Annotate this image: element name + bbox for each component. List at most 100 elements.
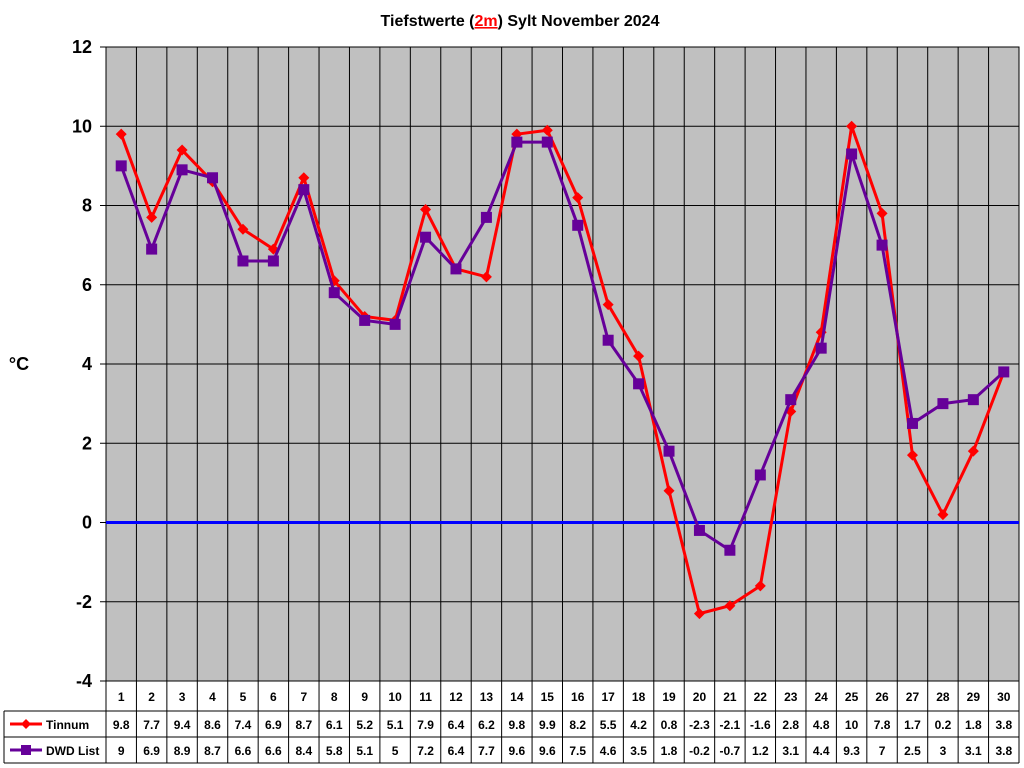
data-label: 7.7 — [143, 718, 160, 732]
data-label: 5.8 — [326, 744, 343, 758]
point-dwd-list — [298, 184, 310, 196]
x-tick-label: 24 — [815, 690, 829, 704]
x-tick-label: 22 — [754, 690, 768, 704]
data-label: 9.9 — [539, 718, 556, 732]
point-dwd-list — [207, 172, 219, 184]
data-label: 3.1 — [965, 744, 982, 758]
data-label: 6.9 — [143, 744, 160, 758]
point-tinnum — [541, 124, 553, 136]
point-dwd-list — [906, 417, 918, 429]
x-tick-label: 10 — [388, 690, 402, 704]
x-tick-label: 4 — [209, 690, 216, 704]
x-tick-label: 9 — [361, 690, 368, 704]
y-tick-label: -2 — [76, 592, 92, 612]
y-tick-label: 4 — [82, 354, 92, 374]
point-tinnum — [876, 207, 888, 219]
point-tinnum — [724, 600, 736, 612]
point-tinnum — [176, 144, 188, 156]
x-tick-label: 21 — [723, 690, 737, 704]
point-dwd-list — [511, 136, 523, 148]
x-tick-label: 23 — [784, 690, 798, 704]
x-tick-label: 17 — [601, 690, 615, 704]
y-tick-label: 8 — [82, 196, 92, 216]
data-label: 7.7 — [478, 744, 495, 758]
y-tick-label: 6 — [82, 275, 92, 295]
point-tinnum — [846, 120, 858, 132]
x-tick-label: 12 — [449, 690, 463, 704]
data-label: 9.8 — [509, 718, 526, 732]
point-dwd-list — [480, 211, 492, 223]
point-dwd-list — [176, 164, 188, 176]
point-dwd-list — [876, 239, 888, 251]
x-tick-label: 5 — [240, 690, 247, 704]
data-label: 3.8 — [995, 718, 1012, 732]
data-label: 5.1 — [356, 744, 373, 758]
x-tick-label: 19 — [662, 690, 676, 704]
point-tinnum — [115, 128, 127, 140]
point-dwd-list — [846, 148, 858, 160]
point-dwd-list — [359, 314, 371, 326]
data-label: 0.8 — [661, 718, 678, 732]
point-dwd-list — [237, 255, 249, 267]
data-label: 7.5 — [569, 744, 586, 758]
x-tick-label: 3 — [179, 690, 186, 704]
legend-name: Tinnum — [46, 718, 89, 732]
point-dwd-list — [267, 255, 279, 267]
point-dwd-list — [815, 342, 827, 354]
x-tick-label: 18 — [632, 690, 646, 704]
point-tinnum — [237, 223, 249, 235]
point-tinnum — [937, 509, 949, 521]
data-label: 9.6 — [539, 744, 556, 758]
data-label: 5 — [392, 744, 399, 758]
data-label: -1.6 — [750, 718, 771, 732]
data-label: 6.6 — [265, 744, 282, 758]
data-label: 9 — [118, 744, 125, 758]
series-line-0 — [119, 124, 1006, 616]
x-tick-label: 16 — [571, 690, 585, 704]
point-tinnum — [298, 172, 310, 184]
point-dwd-list — [541, 136, 553, 148]
point-dwd-list — [754, 469, 766, 481]
x-tick-label: 7 — [300, 690, 307, 704]
x-tick-label: 1 — [118, 690, 125, 704]
data-label: 7.2 — [417, 744, 434, 758]
data-label: 7.8 — [874, 718, 891, 732]
point-tinnum — [967, 445, 979, 457]
point-dwd-list — [967, 394, 979, 406]
x-tick-label: 15 — [541, 690, 555, 704]
data-label: 8.7 — [295, 718, 312, 732]
data-label: 8.9 — [174, 744, 191, 758]
y-tick-label: 0 — [82, 513, 92, 533]
point-dwd-list — [572, 219, 584, 231]
y-tick-label: 2 — [82, 433, 92, 453]
point-tinnum — [146, 211, 158, 223]
point-dwd-list — [693, 524, 705, 536]
x-tick-label: 25 — [845, 690, 859, 704]
legend-key-dwd-list — [21, 745, 31, 755]
y-tick-label: 10 — [72, 116, 92, 136]
data-label: 1.8 — [965, 718, 982, 732]
x-tick-label: 8 — [331, 690, 338, 704]
data-label: 4.4 — [813, 744, 830, 758]
data-label: 6.1 — [326, 718, 343, 732]
x-tick-label: 30 — [997, 690, 1011, 704]
data-label: -0.7 — [720, 744, 741, 758]
data-label: 4.6 — [600, 744, 617, 758]
data-label: 8.4 — [295, 744, 312, 758]
point-dwd-list — [420, 231, 432, 243]
point-dwd-list — [450, 263, 462, 275]
chart-title-highlight: 2m — [474, 13, 497, 30]
data-label: 1.7 — [904, 718, 921, 732]
point-tinnum — [572, 192, 584, 204]
point-dwd-list — [998, 366, 1010, 378]
point-tinnum — [602, 299, 614, 311]
data-label: 6.6 — [235, 744, 252, 758]
chart-title: Tiefstwerte (2m) Sylt November 2024 — [381, 13, 660, 30]
data-label: 3.1 — [782, 744, 799, 758]
data-label: 3.8 — [995, 744, 1012, 758]
data-label: 0.2 — [935, 718, 952, 732]
data-label: 8.7 — [204, 744, 221, 758]
data-label: 9.6 — [509, 744, 526, 758]
x-tick-label: 13 — [480, 690, 494, 704]
